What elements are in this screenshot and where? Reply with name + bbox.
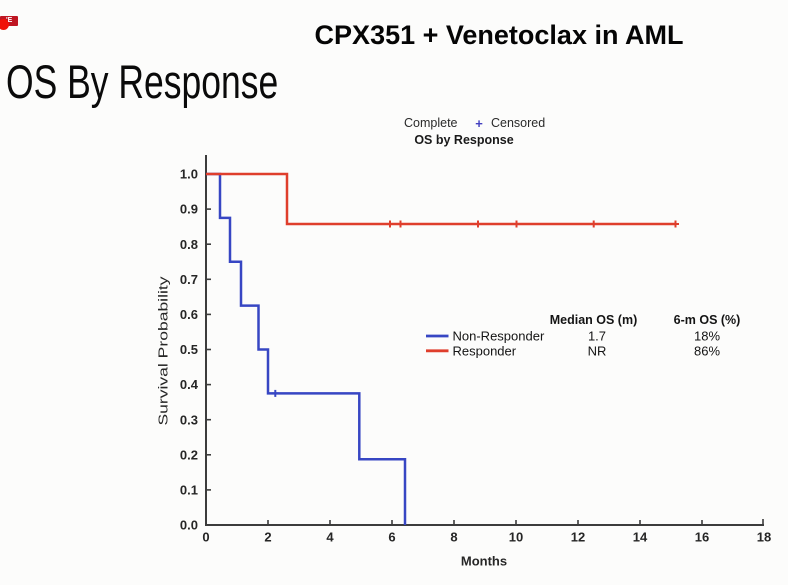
svg-text:12: 12 <box>571 530 585 545</box>
svg-text:Non-Responder: Non-Responder <box>453 329 545 344</box>
svg-text:NR: NR <box>588 343 607 358</box>
svg-text:6: 6 <box>388 530 395 545</box>
svg-text:18: 18 <box>757 530 771 545</box>
svg-text:Survival Probability: Survival Probability <box>157 275 171 425</box>
svg-text:0.7: 0.7 <box>180 272 198 287</box>
svg-text:+: + <box>475 116 483 131</box>
svg-text:OS by Response: OS by Response <box>414 133 513 147</box>
svg-text:0.9: 0.9 <box>180 202 198 217</box>
svg-text:14: 14 <box>633 530 648 545</box>
svg-text:0.3: 0.3 <box>180 412 198 427</box>
svg-text:18%: 18% <box>694 329 720 344</box>
svg-text:0.4: 0.4 <box>180 377 199 392</box>
svg-text:6-m OS (%): 6-m OS (%) <box>674 313 741 327</box>
svg-text:0.5: 0.5 <box>180 342 198 357</box>
svg-text:0: 0 <box>202 530 209 545</box>
svg-text:Responder: Responder <box>453 343 517 358</box>
svg-text:4: 4 <box>326 530 334 545</box>
svg-text:0.1: 0.1 <box>180 483 198 498</box>
svg-text:Censored: Censored <box>491 116 545 130</box>
svg-text:0.0: 0.0 <box>180 518 198 533</box>
svg-text:10: 10 <box>509 530 523 545</box>
svg-text:8: 8 <box>450 530 457 545</box>
svg-text:1.7: 1.7 <box>588 329 606 344</box>
svg-text:2: 2 <box>264 530 271 545</box>
svg-text:0.6: 0.6 <box>180 307 198 322</box>
svg-text:0.8: 0.8 <box>180 237 198 252</box>
svg-text:1.0: 1.0 <box>180 167 198 182</box>
svg-text:Complete: Complete <box>404 116 458 130</box>
svg-text:16: 16 <box>695 530 709 545</box>
svg-text:Median OS (m): Median OS (m) <box>550 313 638 327</box>
svg-text:0.2: 0.2 <box>180 447 198 462</box>
svg-text:Months: Months <box>461 554 507 569</box>
svg-text:86%: 86% <box>694 343 720 358</box>
